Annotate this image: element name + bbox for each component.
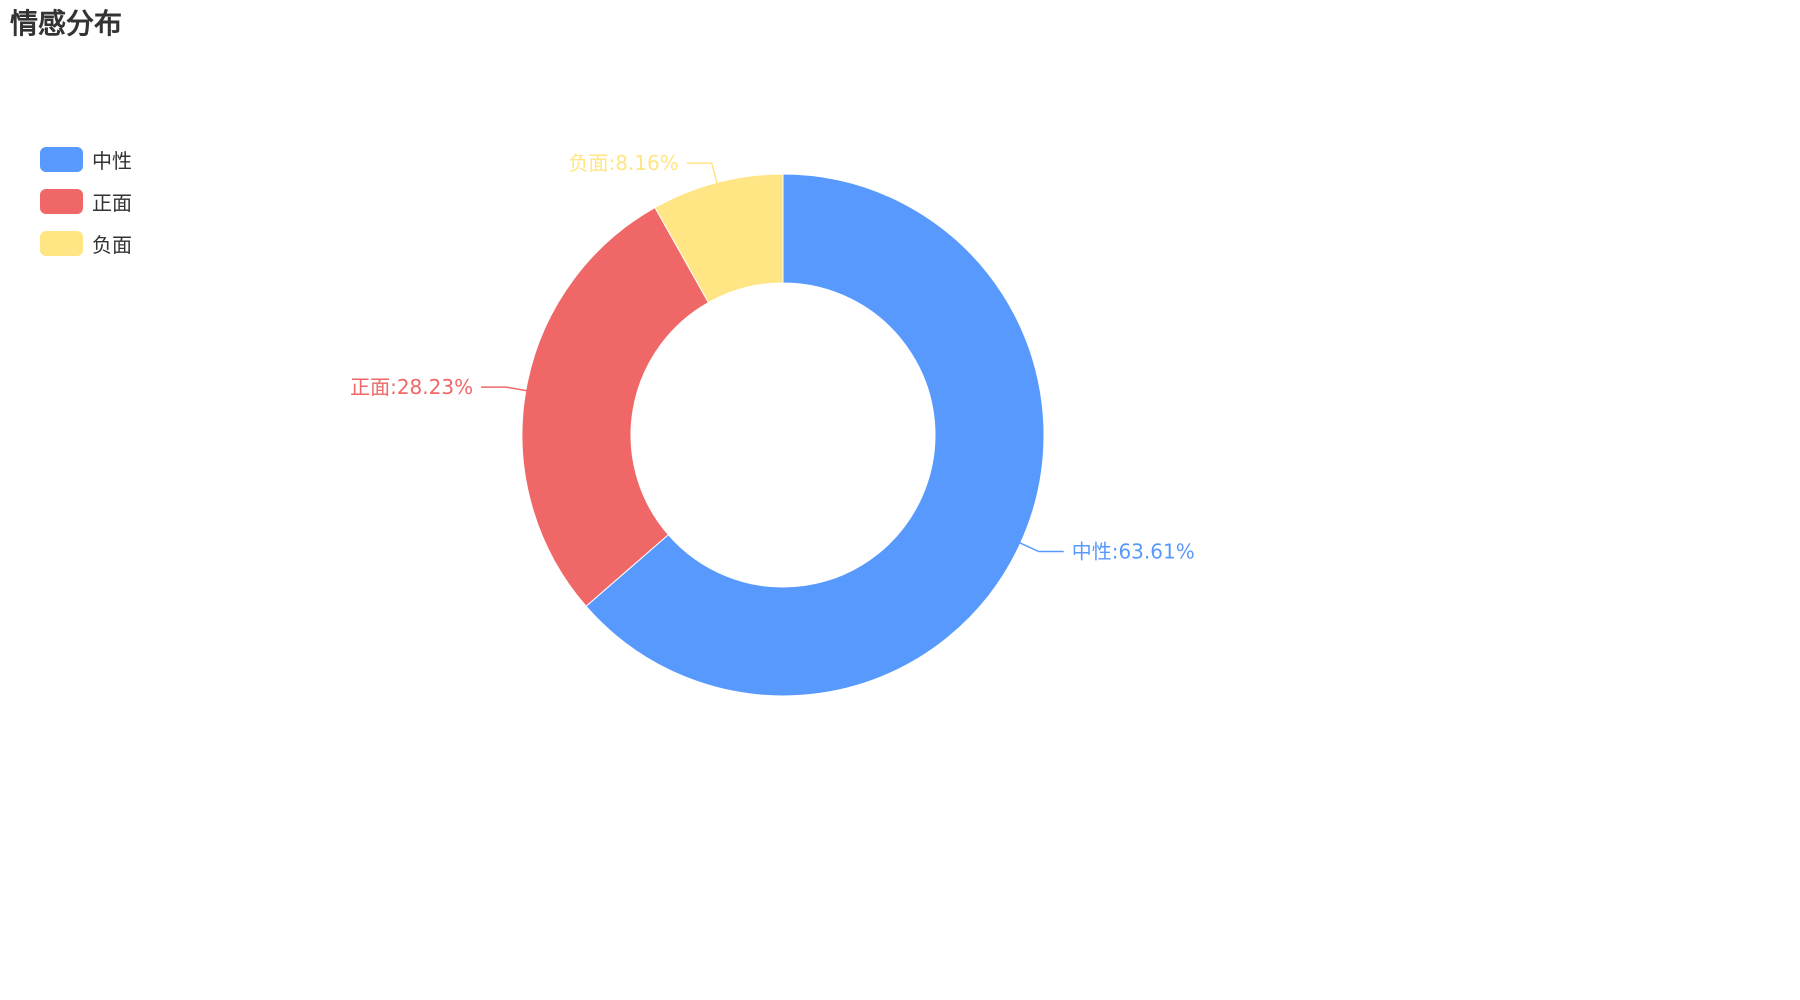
- label-line-0: [1017, 541, 1064, 553]
- legend-item-positive[interactable]: 正面: [40, 180, 132, 222]
- legend-item-negative[interactable]: 负面: [40, 222, 132, 264]
- legend-label: 正面: [92, 190, 132, 215]
- legend-swatch: [40, 188, 83, 214]
- label-line-2: [686, 162, 719, 186]
- legend-swatch: [40, 230, 83, 256]
- label-line-1: [481, 386, 529, 392]
- legend: 中性 正面 负面: [40, 138, 132, 264]
- slice-0[interactable]: [585, 173, 1045, 697]
- legend-label: 中性: [92, 148, 132, 173]
- slice-1[interactable]: [521, 206, 710, 607]
- legend-item-neutral[interactable]: 中性: [40, 138, 132, 180]
- chart-title: 情感分布: [10, 7, 123, 40]
- legend-label: 负面: [92, 232, 132, 257]
- slice-label-1: 正面:28.23%: [350, 375, 473, 399]
- legend-swatch: [40, 146, 83, 172]
- slice-label-2: 负面:8.16%: [568, 151, 678, 175]
- slice-label-0: 中性:63.61%: [1072, 540, 1195, 564]
- slice-2[interactable]: [654, 173, 784, 304]
